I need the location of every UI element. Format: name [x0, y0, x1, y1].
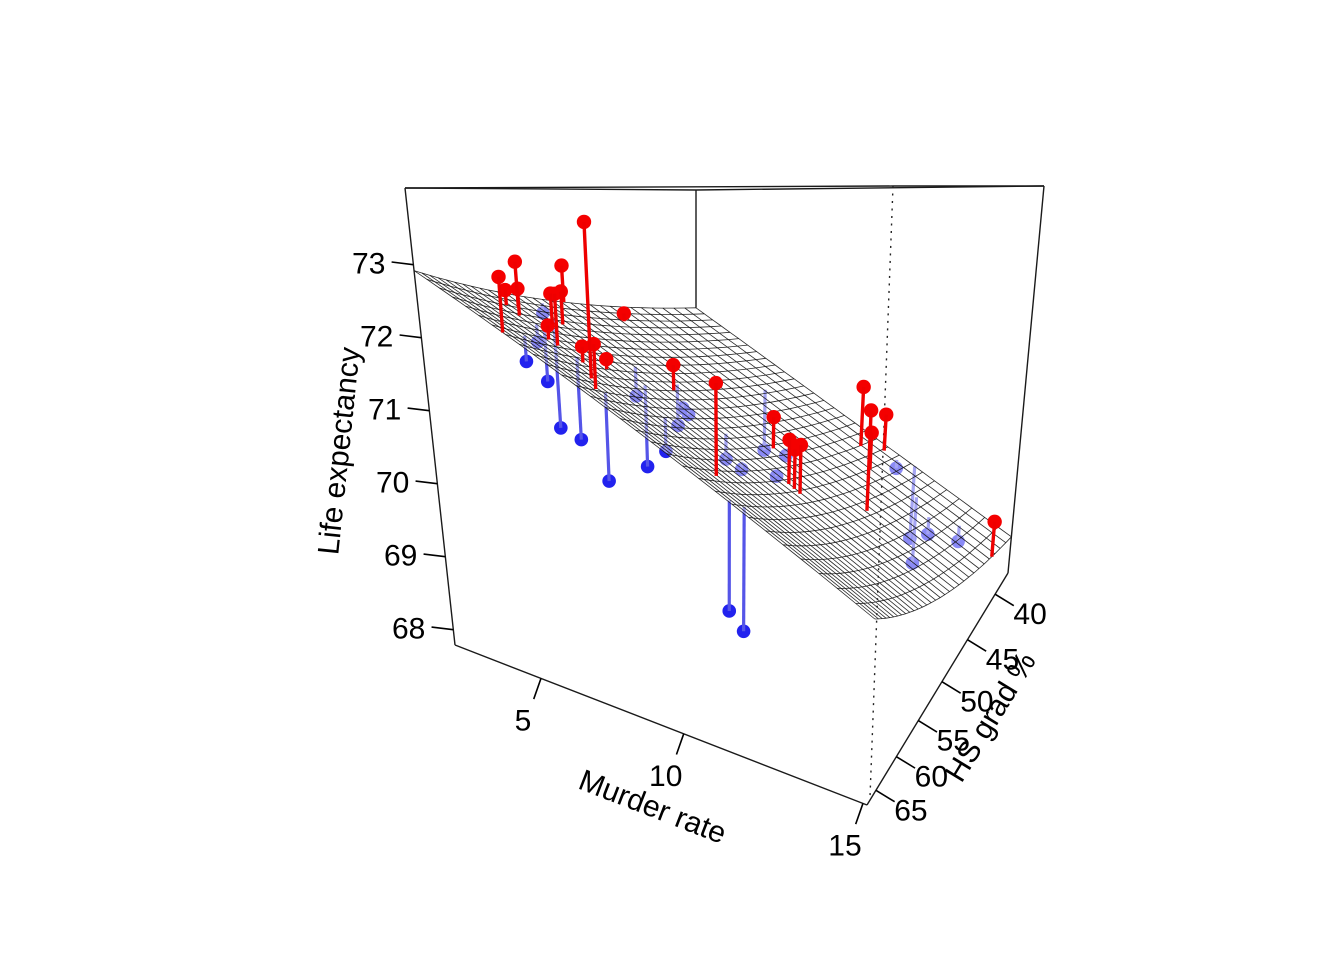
drop-line	[548, 293, 555, 325]
drop-line	[582, 221, 594, 379]
tick-label: 71	[368, 394, 401, 427]
mesh-line	[551, 300, 941, 598]
tick-label: 5	[515, 704, 532, 737]
tick-label: 45	[986, 644, 1019, 677]
tick-label: 68	[392, 613, 425, 646]
tick-label: 40	[1013, 598, 1046, 631]
data-point	[787, 442, 803, 457]
regression-surface	[413, 270, 1012, 620]
surface-fill	[414, 270, 1012, 619]
mesh-line	[641, 307, 985, 565]
mesh-line	[580, 303, 955, 589]
tick-label: 70	[376, 467, 409, 500]
mesh-line	[470, 285, 902, 616]
drop-line	[559, 265, 566, 303]
data-point	[574, 432, 589, 447]
data-point	[708, 375, 724, 391]
data-point	[540, 374, 555, 389]
mesh-line	[560, 301, 946, 596]
mesh-line	[662, 307, 996, 555]
drop-line	[633, 366, 638, 397]
tick-label: 65	[894, 794, 927, 827]
mesh-line	[421, 272, 879, 620]
mesh-line	[673, 307, 1001, 549]
data-point	[681, 407, 696, 422]
mesh-line	[630, 307, 980, 569]
mesh-line	[496, 291, 915, 612]
data-point	[536, 306, 550, 320]
mesh-line	[429, 275, 883, 619]
drop-line	[559, 291, 565, 325]
drop-line	[503, 289, 509, 306]
drop-line	[859, 386, 866, 447]
mesh-line	[695, 307, 1012, 538]
mesh-line	[445, 279, 891, 618]
mesh-line	[505, 293, 919, 610]
data-point	[519, 354, 534, 369]
tick-label: 15	[828, 829, 861, 862]
mesh-line	[684, 307, 1007, 544]
tick-label: 50	[960, 686, 993, 719]
data-point	[599, 352, 614, 367]
data-point	[602, 474, 616, 488]
drop-line	[792, 449, 797, 489]
drop-line	[496, 276, 505, 333]
drop-line	[515, 288, 522, 316]
drop-line	[865, 410, 873, 511]
tick-label: 10	[649, 760, 682, 793]
drop-line	[643, 385, 650, 467]
tick-label: 72	[360, 321, 393, 354]
drop-line	[882, 414, 888, 451]
drop-line	[798, 444, 803, 494]
drop-line	[742, 507, 746, 632]
mesh-line	[599, 305, 965, 582]
mesh-line	[610, 305, 970, 578]
tick-label: 69	[384, 540, 417, 573]
mesh-line	[454, 281, 894, 618]
data-point	[863, 403, 879, 418]
mesh-line	[570, 302, 950, 592]
mesh-line	[523, 296, 928, 606]
mesh-line	[589, 304, 960, 586]
drop-line	[552, 293, 560, 346]
drop-line	[546, 325, 551, 340]
tick-label: 73	[352, 248, 385, 281]
mesh-line	[462, 283, 898, 617]
mesh-line	[514, 294, 923, 608]
drop-line	[580, 346, 585, 363]
drop-line	[956, 525, 961, 542]
drop-line	[787, 439, 792, 484]
drop-line	[908, 466, 917, 539]
above-plane-points	[491, 214, 1002, 529]
mesh-line	[479, 287, 906, 615]
drop-line	[894, 459, 899, 469]
data-point	[554, 258, 569, 273]
tick-label: 60	[915, 761, 948, 794]
drop-line	[591, 344, 598, 390]
data-point	[640, 459, 655, 474]
drop-line	[671, 364, 676, 391]
mesh-line	[413, 270, 876, 620]
z-axis-title: Life expectancy	[312, 346, 367, 557]
drop-line	[910, 497, 919, 564]
tick-label: 55	[937, 725, 970, 758]
data-point	[497, 282, 513, 298]
data-point	[769, 469, 784, 484]
drop-line	[990, 521, 997, 557]
mesh-line	[651, 307, 990, 560]
